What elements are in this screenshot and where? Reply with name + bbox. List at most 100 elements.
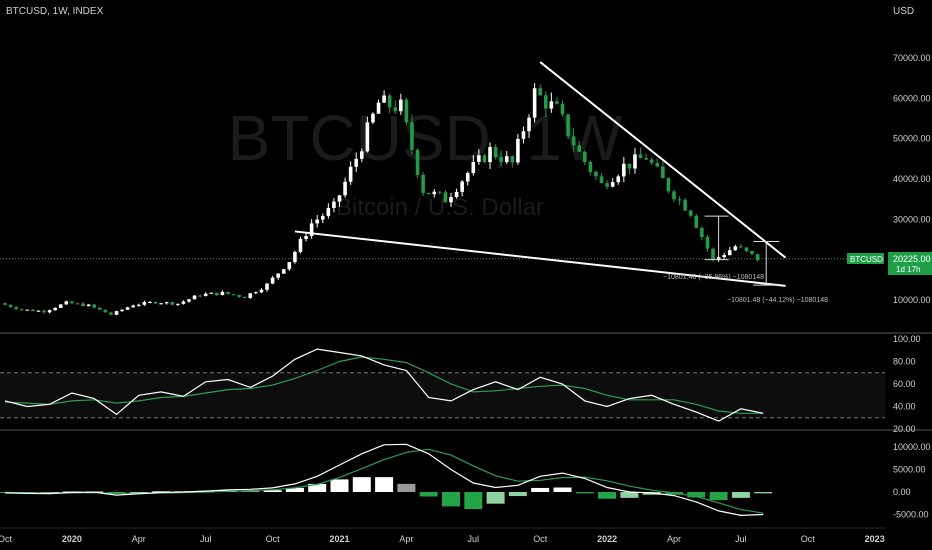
symbol-label[interactable]: BTCUSD, 1W, INDEX xyxy=(6,6,104,17)
candle-up[interactable] xyxy=(164,302,169,304)
candle-down[interactable] xyxy=(655,162,660,167)
candle-down[interactable] xyxy=(14,307,18,310)
candle-up[interactable] xyxy=(53,307,57,311)
candle-up[interactable] xyxy=(270,277,275,284)
candle-down[interactable] xyxy=(688,210,693,216)
candle-down[interactable] xyxy=(755,253,760,261)
candle-up[interactable] xyxy=(293,251,297,263)
candle-down[interactable] xyxy=(3,303,7,305)
candle-down[interactable] xyxy=(594,171,598,177)
candle-up[interactable] xyxy=(25,309,30,311)
candle-up[interactable] xyxy=(203,293,208,297)
candle-up[interactable] xyxy=(532,88,537,118)
candle-down[interactable] xyxy=(649,159,654,163)
candle-up[interactable] xyxy=(460,181,464,192)
candle-up[interactable] xyxy=(276,273,280,278)
price-pane[interactable]: 10000.0020000.0030000.0040000.0050000.00… xyxy=(0,53,931,316)
candle-down[interactable] xyxy=(19,309,24,311)
candle-down[interactable] xyxy=(387,95,392,108)
candle-down[interactable] xyxy=(627,163,632,169)
macd-signal-line[interactable] xyxy=(4,448,764,514)
candle-up[interactable] xyxy=(549,101,554,109)
candle-up[interactable] xyxy=(521,131,526,139)
candle-down[interactable] xyxy=(231,294,236,296)
candle-up[interactable] xyxy=(343,181,347,196)
candle-up[interactable] xyxy=(610,182,615,187)
candle-down[interactable] xyxy=(81,303,85,307)
candle-up[interactable] xyxy=(337,195,342,202)
candle-up[interactable] xyxy=(131,305,136,308)
candle-up[interactable] xyxy=(120,309,124,312)
trendline-upper[interactable] xyxy=(539,61,787,259)
candle-down[interactable] xyxy=(153,301,158,304)
candle-down[interactable] xyxy=(599,176,604,184)
candle-up[interactable] xyxy=(309,223,314,237)
candle-down[interactable] xyxy=(644,158,648,160)
candle-up[interactable] xyxy=(622,163,626,177)
candle-up[interactable] xyxy=(248,293,253,299)
candle-up[interactable] xyxy=(176,303,180,305)
candle-down[interactable] xyxy=(70,301,74,304)
candle-down[interactable] xyxy=(577,145,582,152)
candle-up[interactable] xyxy=(733,246,738,251)
candle-up[interactable] xyxy=(58,304,63,308)
candle-down[interactable] xyxy=(393,107,398,112)
trendline-lower[interactable] xyxy=(294,230,786,287)
candle-up[interactable] xyxy=(449,197,453,203)
candle-down[interactable] xyxy=(700,227,704,238)
candle-down[interactable] xyxy=(744,247,749,251)
candle-down[interactable] xyxy=(410,122,414,150)
candle-down[interactable] xyxy=(75,303,80,305)
candle-down[interactable] xyxy=(242,296,247,299)
candle-up[interactable] xyxy=(220,291,225,296)
candle-down[interactable] xyxy=(605,183,609,187)
candle-down[interactable] xyxy=(566,114,570,137)
candle-down[interactable] xyxy=(672,191,676,200)
candle-up[interactable] xyxy=(142,302,147,305)
candle-down[interactable] xyxy=(571,136,576,146)
candle-down[interactable] xyxy=(215,292,219,296)
candle-up[interactable] xyxy=(287,262,292,270)
candle-down[interactable] xyxy=(109,312,113,315)
rsi-pane[interactable]: 20.00 40.00 60.00 80.00 100.00 xyxy=(0,334,921,434)
candle-up[interactable] xyxy=(727,250,732,256)
candle-down[interactable] xyxy=(421,174,425,193)
candle-down[interactable] xyxy=(555,101,559,104)
candle-up[interactable] xyxy=(616,176,621,183)
candle-up[interactable] xyxy=(281,269,286,274)
candle-down[interactable] xyxy=(443,192,448,203)
candle-up[interactable] xyxy=(432,191,437,195)
candle-down[interactable] xyxy=(661,166,665,179)
candle-down[interactable] xyxy=(750,250,754,254)
candle-up[interactable] xyxy=(181,301,186,304)
candle-up[interactable] xyxy=(633,154,637,169)
candle-down[interactable] xyxy=(560,103,565,115)
rsi-line[interactable] xyxy=(4,348,764,422)
candle-down[interactable] xyxy=(198,295,202,297)
candle-up[interactable] xyxy=(148,301,152,303)
candle-down[interactable] xyxy=(426,192,431,195)
candle-down[interactable] xyxy=(31,309,35,312)
candle-down[interactable] xyxy=(711,248,715,260)
candle-up[interactable] xyxy=(125,307,130,310)
candle-up[interactable] xyxy=(371,113,375,123)
candle-down[interactable] xyxy=(683,199,687,211)
candle-up[interactable] xyxy=(64,301,69,305)
price-badge-bg[interactable] xyxy=(888,252,932,275)
candle-down[interactable] xyxy=(538,88,542,96)
candle-up[interactable] xyxy=(376,102,381,114)
candle-down[interactable] xyxy=(92,304,96,308)
candle-up[interactable] xyxy=(477,155,481,162)
candle-up[interactable] xyxy=(320,215,325,220)
candle-up[interactable] xyxy=(304,236,308,239)
candle-down[interactable] xyxy=(694,215,699,228)
candle-down[interactable] xyxy=(739,246,743,248)
candle-down[interactable] xyxy=(170,302,175,305)
candle-up[interactable] xyxy=(137,304,141,306)
candle-down[interactable] xyxy=(97,307,102,310)
candle-up[interactable] xyxy=(382,95,386,103)
candle-down[interactable] xyxy=(638,154,643,159)
candle-up[interactable] xyxy=(265,283,269,290)
candle-up[interactable] xyxy=(315,219,319,224)
candle-up[interactable] xyxy=(36,310,41,312)
